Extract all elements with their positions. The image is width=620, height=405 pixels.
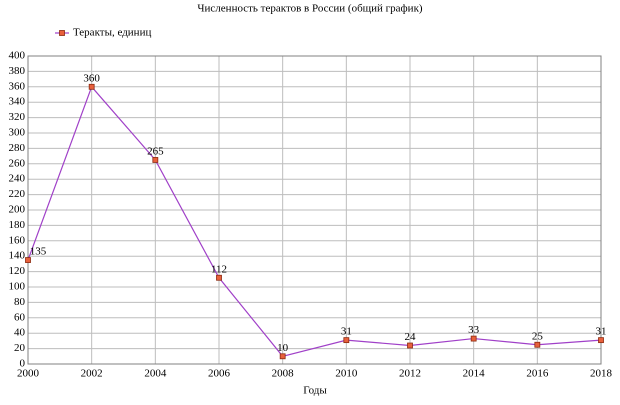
x-tick-label: 2018 — [590, 368, 613, 380]
y-tick-label: 400 — [9, 50, 26, 62]
y-tick-label: 340 — [9, 96, 26, 108]
data-label: 31 — [341, 326, 352, 338]
data-point — [152, 157, 159, 163]
y-tick-label: 240 — [9, 173, 26, 185]
x-tick-label: 2010 — [335, 368, 358, 380]
y-tick-label: 200 — [9, 204, 26, 216]
data-label: 10 — [277, 342, 289, 354]
data-label: 31 — [596, 326, 607, 338]
data-point — [598, 337, 604, 344]
y-tick-label: 40 — [14, 327, 26, 339]
data-point — [470, 335, 477, 342]
data-point — [343, 337, 350, 344]
y-tick-label: 160 — [9, 234, 26, 246]
y-tick-label: 180 — [9, 219, 26, 231]
data-point — [534, 341, 541, 348]
y-tick-label: 80 — [14, 296, 26, 308]
y-tick-label: 140 — [9, 250, 26, 262]
chart-title: Численность терактов в России (общий гра… — [197, 3, 423, 15]
y-tick-label: 320 — [9, 111, 26, 123]
x-tick-label: 2016 — [526, 368, 549, 380]
data-point — [25, 257, 31, 263]
data-label: 33 — [468, 324, 480, 336]
data-label: 24 — [405, 331, 417, 343]
plot-frame — [27, 55, 602, 365]
data-label: 135 — [30, 246, 47, 258]
legend-label: Теракты, единиц — [73, 27, 151, 39]
data-point — [279, 353, 286, 360]
y-tick-label: 280 — [9, 142, 26, 154]
x-tick-label: 2012 — [399, 368, 421, 380]
y-tick-label: 300 — [9, 127, 26, 139]
y-tick-label: 100 — [9, 281, 26, 293]
data-label: 25 — [532, 330, 544, 342]
y-tick-label: 120 — [9, 265, 26, 277]
y-tick-label: 380 — [9, 65, 26, 77]
data-point — [407, 342, 413, 349]
legend-marker — [59, 30, 65, 36]
data-line — [27, 85, 602, 357]
x-tick-label: 2008 — [272, 368, 295, 380]
data-label: 265 — [147, 145, 164, 157]
y-tick-label: 220 — [9, 188, 26, 200]
y-tick-label: 60 — [14, 311, 26, 323]
y-tick-label: 360 — [9, 80, 26, 92]
x-axis-label: Годы — [303, 385, 327, 397]
x-tick-label: 2002 — [81, 368, 103, 380]
y-tick-label: 20 — [14, 342, 26, 354]
x-tick-label: 2004 — [144, 368, 167, 380]
y-tick-label: 0 — [20, 358, 26, 370]
x-tick-label: 2014 — [463, 368, 486, 380]
x-tick-label: 2000 — [17, 368, 40, 380]
x-tick-label: 2006 — [208, 368, 231, 380]
y-tick-label: 260 — [9, 157, 26, 169]
data-point — [88, 83, 95, 90]
data-label: 112 — [211, 263, 227, 275]
data-label: 360 — [83, 72, 100, 84]
data-point — [216, 274, 222, 281]
